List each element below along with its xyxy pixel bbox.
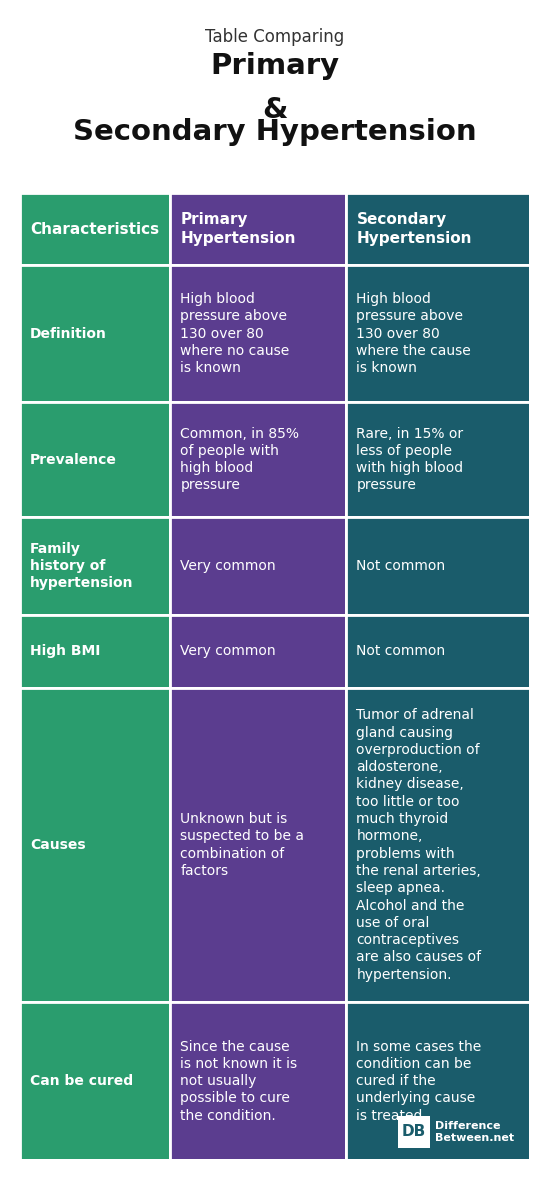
Bar xyxy=(398,1116,430,1148)
Bar xyxy=(348,266,529,402)
Text: Can be cured: Can be cured xyxy=(30,1074,133,1089)
Text: Family
history of
hypertension: Family history of hypertension xyxy=(30,541,134,590)
Text: High blood
pressure above
130 over 80
where the cause
is known: High blood pressure above 130 over 80 wh… xyxy=(356,292,471,375)
Text: High BMI: High BMI xyxy=(30,644,100,658)
Bar xyxy=(348,617,529,687)
Bar xyxy=(21,617,169,687)
Bar xyxy=(21,519,169,614)
Text: Secondary
Hypertension: Secondary Hypertension xyxy=(356,213,472,246)
Bar xyxy=(348,403,529,516)
Bar xyxy=(172,1004,345,1159)
Bar xyxy=(172,519,345,614)
Text: Not common: Not common xyxy=(356,644,446,658)
Text: Very common: Very common xyxy=(180,559,276,574)
Text: Unknown but is
suspected to be a
combination of
factors: Unknown but is suspected to be a combina… xyxy=(180,811,305,878)
Text: Very common: Very common xyxy=(180,644,276,658)
Bar xyxy=(21,688,169,1001)
Text: Characteristics: Characteristics xyxy=(30,222,159,237)
Text: Common, in 85%
of people with
high blood
pressure: Common, in 85% of people with high blood… xyxy=(180,427,299,492)
Text: Definition: Definition xyxy=(30,326,107,341)
Text: In some cases the
condition can be
cured if the
underlying cause
is treated.: In some cases the condition can be cured… xyxy=(356,1040,482,1123)
Bar xyxy=(21,194,169,264)
Text: Not common: Not common xyxy=(356,559,446,574)
Bar xyxy=(348,688,529,1001)
Bar xyxy=(172,403,345,516)
Bar xyxy=(172,194,345,264)
Bar xyxy=(172,688,345,1001)
Text: DB: DB xyxy=(402,1124,426,1140)
Bar xyxy=(172,617,345,687)
Text: Primary: Primary xyxy=(211,53,339,80)
Bar xyxy=(348,519,529,614)
Text: Rare, in 15% or
less of people
with high blood
pressure: Rare, in 15% or less of people with high… xyxy=(356,427,464,492)
Text: &: & xyxy=(262,96,288,124)
Text: Secondary Hypertension: Secondary Hypertension xyxy=(73,118,477,146)
Bar xyxy=(21,1004,169,1159)
Text: Difference
Between.net: Difference Between.net xyxy=(435,1121,514,1142)
Text: Table Comparing: Table Comparing xyxy=(205,27,345,45)
Text: Prevalence: Prevalence xyxy=(30,453,117,466)
Text: Causes: Causes xyxy=(30,838,86,852)
Bar xyxy=(21,266,169,402)
Bar xyxy=(348,194,529,264)
Text: High blood
pressure above
130 over 80
where no cause
is known: High blood pressure above 130 over 80 wh… xyxy=(180,292,290,375)
Bar xyxy=(172,266,345,402)
Text: Tumor of adrenal
gland causing
overproduction of
aldosterone,
kidney disease,
to: Tumor of adrenal gland causing overprodu… xyxy=(356,709,482,982)
Bar xyxy=(348,1004,529,1159)
Bar xyxy=(21,403,169,516)
Text: Primary
Hypertension: Primary Hypertension xyxy=(180,213,296,246)
Text: Since the cause
is not known it is
not usually
possible to cure
the condition.: Since the cause is not known it is not u… xyxy=(180,1040,298,1123)
